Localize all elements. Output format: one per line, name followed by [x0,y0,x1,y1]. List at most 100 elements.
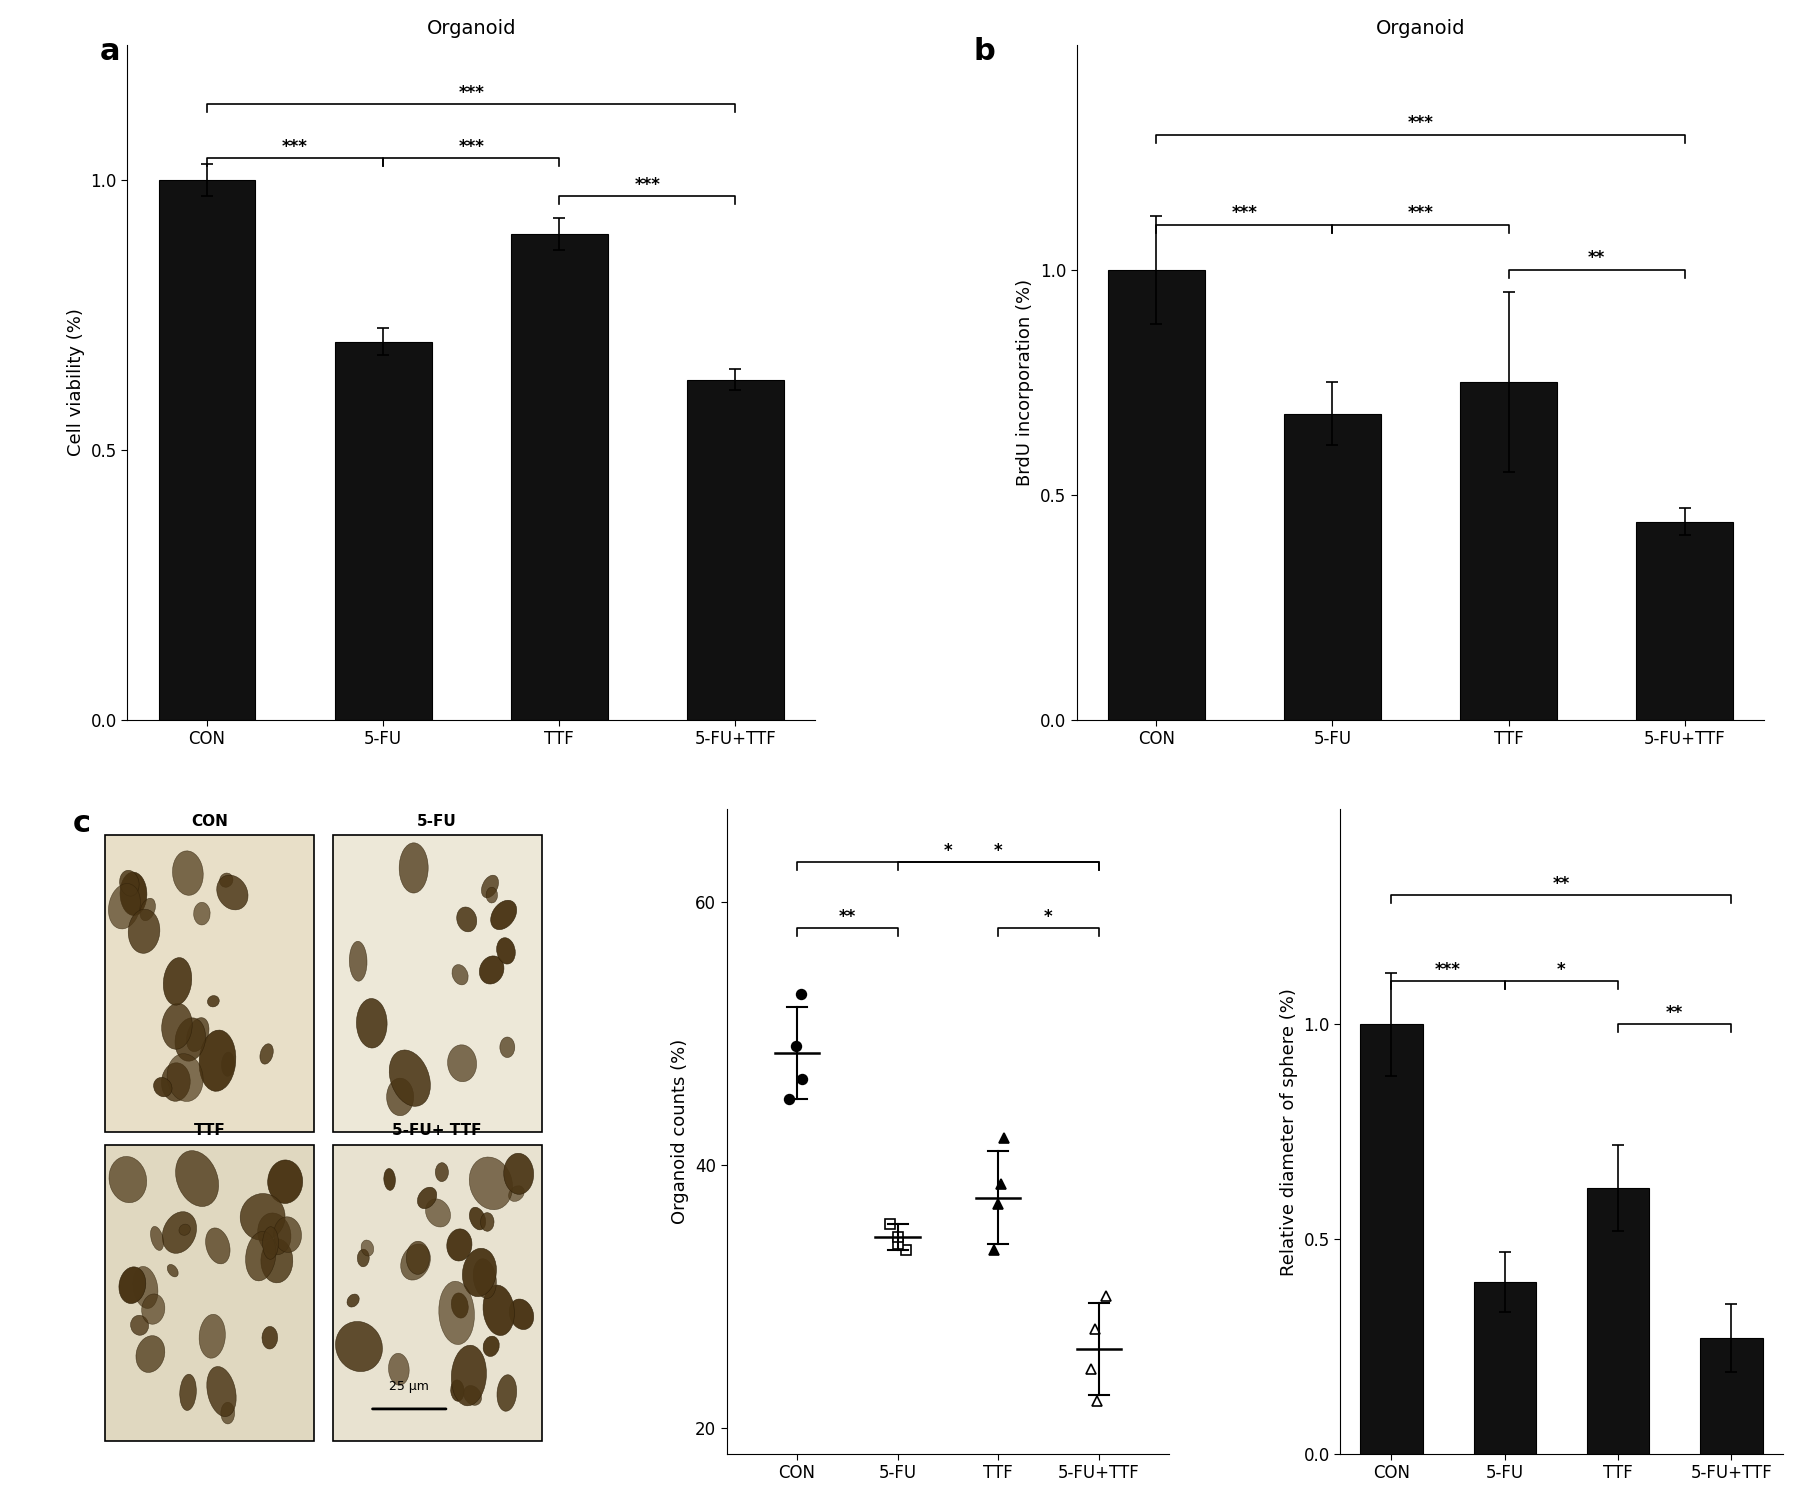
Title: Organoid: Organoid [426,19,517,37]
Ellipse shape [347,1294,358,1307]
Text: ***: *** [635,175,660,193]
Ellipse shape [109,883,140,929]
Bar [333,835,542,1132]
Text: ***: *** [282,138,307,156]
Text: TTF: TTF [193,1123,226,1138]
Y-axis label: BrdU incorporation (%): BrdU incorporation (%) [1017,279,1035,486]
Ellipse shape [246,1232,276,1280]
Ellipse shape [335,1322,382,1372]
Text: 25 μm: 25 μm [389,1379,429,1393]
Ellipse shape [457,907,477,932]
Ellipse shape [153,1078,173,1097]
Ellipse shape [207,995,220,1007]
Ellipse shape [140,898,155,920]
Text: ***: *** [458,138,484,156]
Ellipse shape [486,887,498,902]
Ellipse shape [207,1367,236,1417]
Ellipse shape [142,1294,166,1324]
Text: ***: *** [458,84,484,102]
Ellipse shape [118,1267,146,1304]
Y-axis label: Organoid counts (%): Organoid counts (%) [671,1039,689,1225]
Text: **: ** [1666,1004,1683,1022]
Text: **: ** [1588,249,1606,267]
Ellipse shape [173,851,204,895]
Ellipse shape [447,1045,477,1082]
Text: *: * [1557,961,1566,979]
Ellipse shape [120,872,147,916]
Ellipse shape [384,1169,395,1190]
Bar [1284,414,1381,720]
Ellipse shape [260,1238,293,1283]
Ellipse shape [151,1226,164,1250]
Ellipse shape [387,1078,413,1115]
Bar [688,379,784,720]
Bar [1473,1282,1535,1454]
Ellipse shape [198,1315,226,1358]
Bar [158,180,255,720]
Ellipse shape [464,1385,482,1406]
Bar [1701,1339,1763,1454]
Ellipse shape [131,1315,149,1336]
Ellipse shape [480,1213,495,1231]
Ellipse shape [164,958,191,1006]
Ellipse shape [357,1249,369,1267]
Bar [511,234,608,720]
Bar [1361,1024,1422,1454]
Text: ***: *** [1408,204,1433,222]
Ellipse shape [406,1241,429,1274]
Text: a: a [100,37,120,66]
Ellipse shape [426,1199,451,1228]
Ellipse shape [469,1207,486,1229]
Y-axis label: Relative diameter of sphere (%): Relative diameter of sphere (%) [1281,988,1297,1276]
Title: Organoid: Organoid [1375,19,1466,37]
Bar [1586,1187,1650,1454]
Ellipse shape [133,1267,158,1309]
Ellipse shape [400,1244,431,1280]
Ellipse shape [389,1049,431,1106]
Ellipse shape [482,875,498,898]
Ellipse shape [222,1052,235,1076]
Text: 5-FU+ TTF: 5-FU+ TTF [393,1123,482,1138]
Ellipse shape [178,1225,191,1235]
Ellipse shape [497,938,515,964]
Ellipse shape [417,1187,437,1208]
Bar [106,835,315,1132]
Ellipse shape [136,1336,166,1373]
Bar [335,342,431,720]
Ellipse shape [447,1229,471,1261]
Text: ***: *** [1408,114,1433,132]
Bar [1461,382,1557,720]
Ellipse shape [240,1193,286,1240]
Ellipse shape [469,1157,513,1210]
Text: b: b [973,37,995,66]
Ellipse shape [198,1030,236,1091]
Bar [1108,270,1204,720]
Ellipse shape [473,1259,497,1298]
Ellipse shape [509,1186,524,1202]
Text: CON: CON [191,814,227,829]
Text: ***: *** [1231,204,1257,222]
Ellipse shape [193,902,211,925]
Ellipse shape [275,1217,302,1253]
Ellipse shape [349,941,367,982]
Ellipse shape [167,1265,178,1277]
Ellipse shape [504,1153,533,1195]
Ellipse shape [484,1336,498,1357]
Ellipse shape [462,1249,497,1297]
Ellipse shape [362,1240,373,1256]
Ellipse shape [451,964,467,985]
Ellipse shape [262,1226,278,1259]
Ellipse shape [120,871,138,896]
Ellipse shape [162,1003,193,1049]
Ellipse shape [438,1282,475,1345]
Ellipse shape [176,1151,218,1207]
Ellipse shape [127,910,160,953]
Ellipse shape [451,1381,464,1402]
Ellipse shape [162,1063,191,1102]
Bar [106,1145,315,1441]
Ellipse shape [509,1300,533,1330]
Ellipse shape [491,901,517,929]
Ellipse shape [258,1213,291,1255]
Ellipse shape [167,1054,204,1102]
Ellipse shape [357,998,387,1048]
